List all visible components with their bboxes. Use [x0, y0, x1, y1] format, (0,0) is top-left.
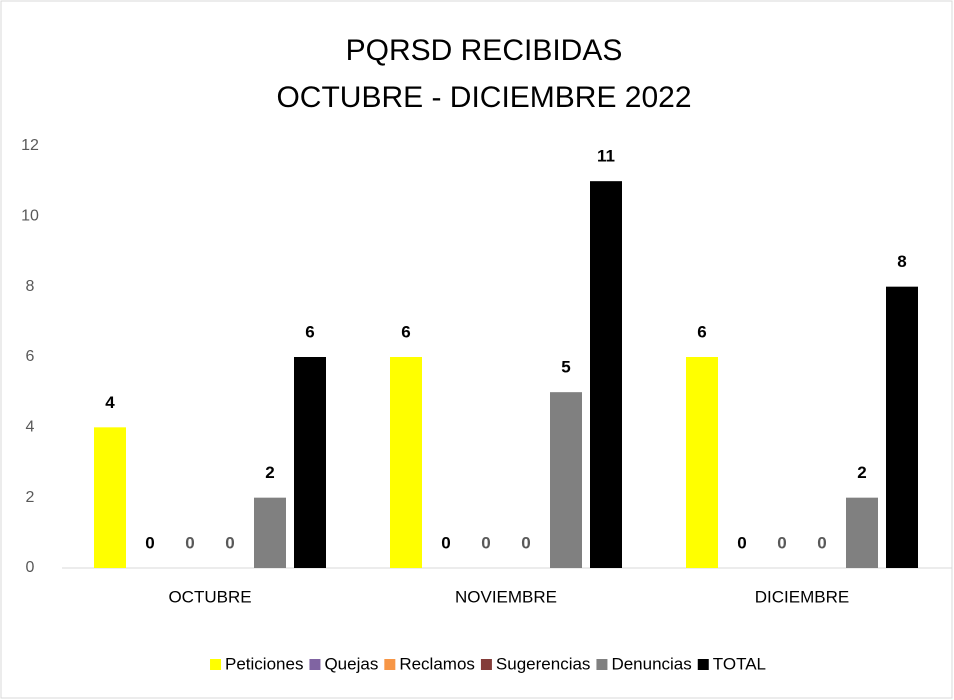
value-label: 11: [597, 147, 615, 166]
legend-label: Reclamos: [399, 654, 475, 673]
value-label: 5: [561, 358, 570, 377]
y-tick-label: 8: [26, 278, 35, 295]
y-tick-label: 10: [21, 208, 39, 225]
value-label: 0: [521, 533, 530, 552]
value-label: 6: [305, 322, 314, 341]
y-tick-label: 6: [26, 348, 35, 365]
bar: [550, 392, 582, 568]
value-label: 0: [817, 533, 826, 552]
legend-label: Peticiones: [225, 654, 303, 673]
bar: [254, 497, 286, 568]
value-label: 0: [777, 533, 786, 552]
value-label: 8: [897, 252, 906, 271]
value-label: 2: [857, 463, 866, 482]
y-tick-label: 0: [26, 559, 35, 576]
legend-label: Quejas: [324, 654, 378, 673]
legend-swatch: [596, 659, 608, 670]
bar: [590, 181, 622, 568]
x-tick-label: OCTUBRE: [168, 587, 251, 606]
value-label: 6: [401, 322, 410, 341]
y-tick-label: 4: [26, 419, 35, 436]
chart-title: PQRSD RECIBIDAS: [346, 34, 623, 67]
value-label: 0: [145, 533, 154, 552]
bar: [846, 497, 878, 568]
bar: [886, 286, 918, 568]
x-tick-label: DICIEMBRE: [755, 587, 849, 606]
legend-label: Denuncias: [611, 654, 691, 673]
value-label: 0: [737, 533, 746, 552]
bar: [390, 357, 422, 568]
legend-swatch: [210, 659, 222, 670]
x-tick-label: NOVIEMBRE: [455, 587, 557, 606]
legend-swatch: [309, 659, 321, 670]
legend-swatch: [480, 659, 492, 670]
legend-label: Sugerencias: [496, 654, 591, 673]
value-label: 0: [225, 533, 234, 552]
legend-swatch: [697, 659, 709, 670]
legend-swatch: [384, 659, 396, 670]
legend-label: TOTAL: [713, 654, 766, 673]
value-label: 4: [105, 393, 115, 412]
y-tick-label: 12: [21, 137, 39, 154]
bar: [94, 427, 126, 568]
bar: [294, 357, 326, 568]
value-label: 6: [697, 322, 706, 341]
bar: [686, 357, 718, 568]
value-label: 2: [265, 463, 274, 482]
value-label: 0: [441, 533, 450, 552]
y-tick-label: 2: [26, 489, 35, 506]
value-label: 0: [481, 533, 490, 552]
chart-subtitle: OCTUBRE - DICIEMBRE 2022: [276, 81, 691, 114]
value-label: 0: [185, 533, 194, 552]
